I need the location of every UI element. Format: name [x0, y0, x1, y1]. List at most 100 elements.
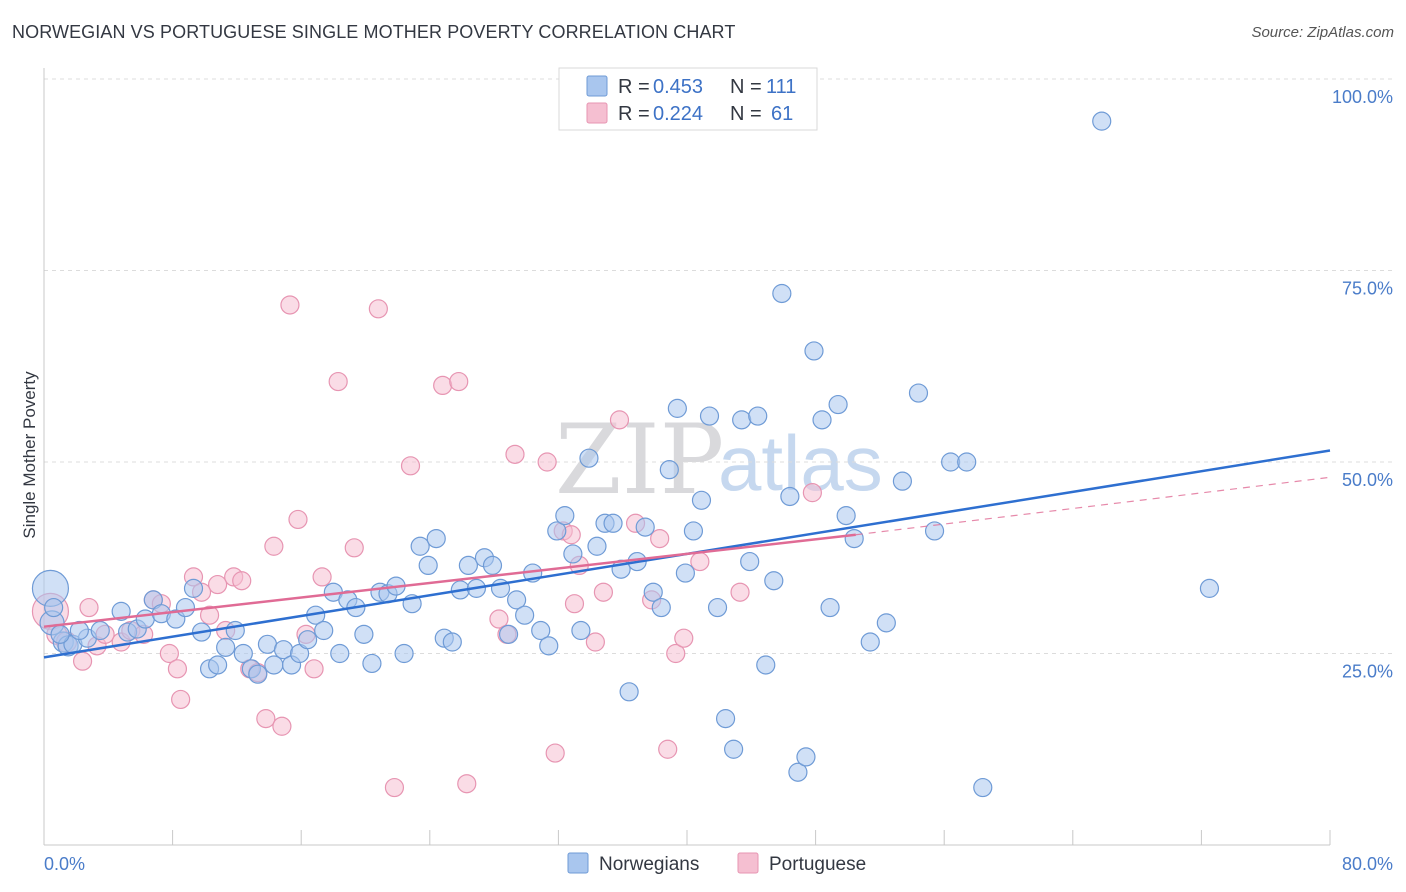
- portuguese-n-value: 61: [771, 103, 793, 125]
- norwegians-point-89: [780, 486, 800, 507]
- norwegians-point-49: [458, 555, 478, 576]
- x-tick-label-max: 80.0%: [1342, 854, 1393, 874]
- norwegians-point-76: [675, 563, 695, 583]
- portuguese-point-59: [802, 483, 822, 503]
- portuguese-point-24: [256, 709, 276, 729]
- norwegians-point-19: [216, 637, 236, 657]
- norwegians-point-85: [748, 406, 768, 426]
- portuguese-point-35: [384, 777, 405, 798]
- legend-norwegians-label: Norwegians: [599, 854, 699, 875]
- norwegians-point-73: [651, 597, 671, 618]
- norwegians-point-60: [547, 521, 567, 541]
- norwegians-point-100: [892, 471, 913, 491]
- norwegians-point-98: [860, 632, 880, 652]
- norwegians-point-45: [426, 528, 446, 549]
- portuguese-point-4: [79, 597, 99, 618]
- y-tick-label-1: 50.0%: [1342, 470, 1393, 490]
- norwegians-n-label: N =: [730, 76, 762, 98]
- norwegians-point-33: [330, 643, 350, 664]
- norwegians-point-107: [1199, 578, 1220, 598]
- portuguese-point-12: [159, 643, 179, 664]
- portuguese-point-25: [264, 536, 284, 556]
- source-label: Source: ZipAtlas.com: [1251, 24, 1394, 41]
- portuguese-point-50: [609, 410, 630, 430]
- norwegians-point-82: [724, 739, 744, 759]
- norwegians-point-6: [90, 620, 110, 641]
- portuguese-swatch: [586, 102, 608, 124]
- norwegians-point-63: [571, 620, 591, 641]
- norwegians-point-105: [973, 777, 993, 798]
- norwegians-point-97: [844, 528, 864, 549]
- norwegians-point-59: [539, 636, 559, 656]
- norwegians-point-25: [264, 655, 284, 675]
- series-legend: Norwegians Portuguese: [567, 852, 866, 875]
- norwegians-point-7: [111, 601, 131, 621]
- portuguese-point-17: [199, 605, 220, 625]
- norwegians-point-95: [828, 394, 848, 415]
- norwegians-point-72: [643, 582, 663, 602]
- norwegians-point-62: [563, 544, 583, 564]
- portuguese-point-54: [658, 739, 678, 759]
- norwegians-point-108: [44, 597, 64, 618]
- norwegians-r-value: 0.453: [653, 76, 703, 98]
- portuguese-point-26: [272, 716, 292, 736]
- y-axis-label: Single Mother Poverty: [20, 371, 39, 539]
- norwegians-point-55: [507, 590, 527, 610]
- portuguese-r-value: 0.224: [653, 103, 703, 125]
- norwegians-point-104: [957, 452, 977, 472]
- norwegians-point-10: [135, 609, 155, 629]
- norwegians-point-64: [579, 448, 599, 468]
- portuguese-point-56: [674, 628, 694, 648]
- norwegians-point-83: [732, 410, 752, 430]
- portuguese-point-42: [505, 444, 525, 464]
- norwegians-point-23: [248, 664, 268, 684]
- norwegians-point-41: [394, 643, 414, 664]
- portuguese-point-40: [489, 609, 509, 629]
- norwegians-point-90: [788, 762, 808, 782]
- norwegians-point-61: [555, 506, 575, 526]
- portuguese-point-21: [232, 571, 252, 591]
- norwegians-point-20: [225, 620, 245, 641]
- norwegians-point-18: [208, 655, 228, 675]
- portuguese-point-34: [368, 299, 388, 319]
- norwegians-point-86: [756, 655, 776, 675]
- legend-portuguese-label: Portuguese: [769, 854, 866, 875]
- portuguese-point-48: [585, 632, 605, 652]
- portuguese-point-28: [288, 509, 308, 530]
- norwegians-point-106: [1092, 111, 1112, 131]
- stats-legend: R = 0.453 N = 111 R = 0.224 N = 61: [558, 67, 818, 131]
- norwegians-point-81: [715, 709, 736, 729]
- portuguese-point-39: [457, 774, 477, 794]
- norwegians-point-44: [418, 555, 438, 576]
- portuguese-point-60: [564, 594, 585, 614]
- norwegians-point-56: [515, 605, 535, 625]
- norwegians-point-77: [683, 521, 704, 541]
- portuguese-point-49: [593, 582, 614, 602]
- norwegians-point-71: [635, 517, 655, 537]
- norwegians-point-79: [699, 406, 720, 426]
- portuguese-point-44: [545, 743, 565, 763]
- y-tick-label-2: 75.0%: [1342, 279, 1393, 299]
- portuguese-point-36: [400, 456, 421, 476]
- norwegians-point-88: [772, 283, 792, 304]
- norwegians-n-value: 111: [766, 76, 796, 98]
- norwegians-point-52: [482, 555, 503, 576]
- norwegians-point-47: [442, 632, 462, 652]
- portuguese-n-label: N =: [730, 103, 762, 125]
- norwegians-point-36: [354, 624, 374, 644]
- portuguese-point-31: [312, 567, 332, 587]
- norwegians-point-31: [314, 620, 334, 641]
- x-tick-label-min: 0.0%: [44, 854, 85, 874]
- watermark: ZIP atlas: [555, 404, 883, 516]
- portuguese-point-32: [328, 371, 348, 392]
- portuguese-point-43: [537, 452, 557, 472]
- norwegians-point-54: [498, 624, 519, 644]
- norwegians-point-43: [410, 536, 430, 556]
- norwegians-point-65: [587, 536, 607, 556]
- norwegians-point-93: [812, 410, 832, 430]
- norwegians-point-91: [796, 747, 816, 767]
- norwegians-point-15: [183, 578, 204, 598]
- portuguese-point-57: [690, 551, 710, 572]
- norwegians-point-109: [50, 624, 70, 644]
- portuguese-r-label: R =: [618, 103, 650, 125]
